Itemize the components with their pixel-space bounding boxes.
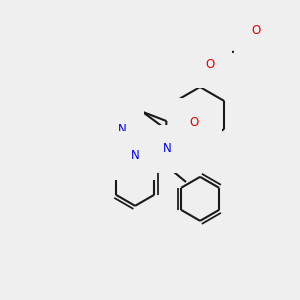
Text: N: N bbox=[196, 136, 204, 149]
Text: N: N bbox=[131, 149, 140, 162]
Text: N: N bbox=[163, 142, 172, 155]
Text: O: O bbox=[251, 25, 261, 38]
Text: N: N bbox=[118, 123, 126, 136]
Text: O: O bbox=[189, 116, 199, 128]
Text: O: O bbox=[206, 58, 214, 70]
